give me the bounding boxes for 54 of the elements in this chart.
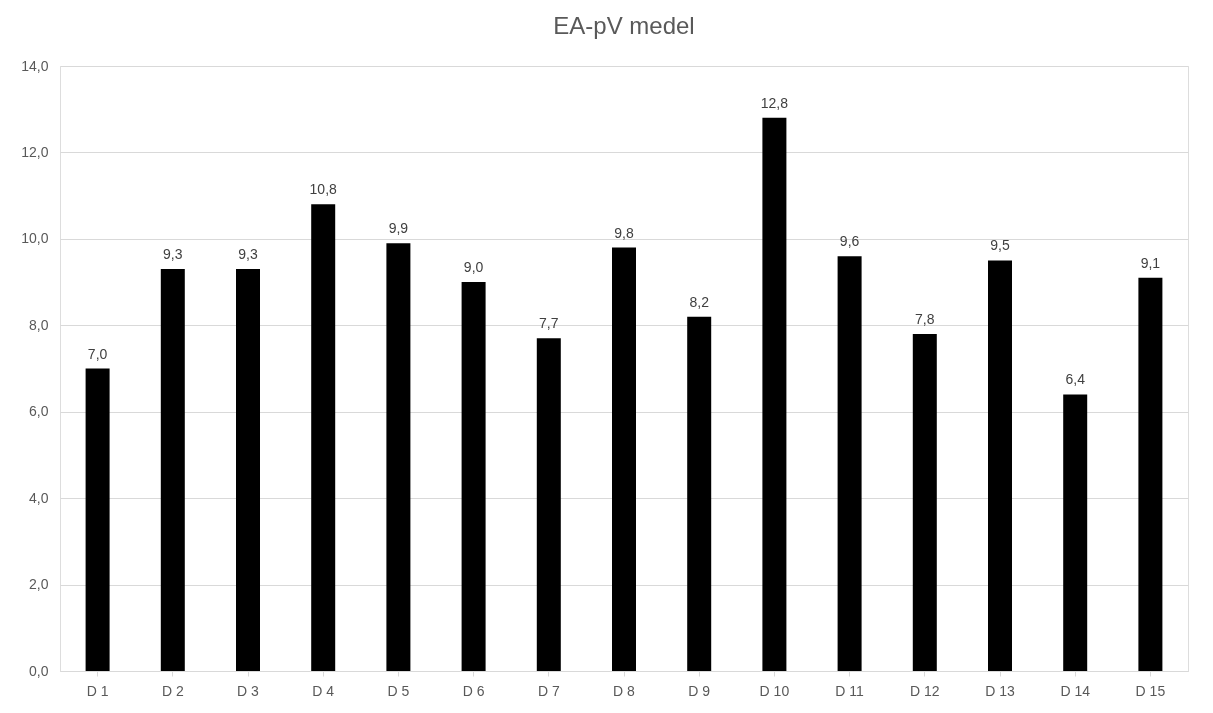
x-tick-label: D 3 bbox=[237, 682, 260, 699]
bar bbox=[461, 282, 486, 671]
bar bbox=[762, 117, 787, 671]
x-tick-label: D 1 bbox=[86, 682, 109, 699]
y-tick-label: 12,0 bbox=[21, 143, 49, 160]
x-tick-label: D 13 bbox=[985, 682, 1015, 699]
bar bbox=[85, 368, 110, 671]
bar bbox=[1138, 277, 1163, 671]
data-label: 7,0 bbox=[87, 345, 108, 362]
y-tick-label: 2,0 bbox=[29, 576, 49, 593]
x-tick-label: D 4 bbox=[312, 682, 335, 699]
data-label: 9,3 bbox=[238, 246, 258, 263]
data-label: 9,0 bbox=[463, 259, 484, 276]
y-tick-label: 14,0 bbox=[21, 57, 49, 74]
x-tick-label: D 2 bbox=[161, 682, 184, 699]
x-tick-label: D 14 bbox=[1060, 682, 1091, 699]
y-tick-label: 4,0 bbox=[29, 489, 49, 506]
data-label: 6,4 bbox=[1065, 371, 1086, 388]
x-tick-label: D 15 bbox=[1135, 682, 1166, 699]
bar bbox=[612, 247, 636, 671]
bar bbox=[160, 269, 185, 671]
data-label: 9,3 bbox=[163, 246, 183, 263]
bar bbox=[687, 316, 712, 671]
x-tick-label: D 8 bbox=[613, 682, 636, 699]
bar bbox=[236, 269, 260, 671]
bar bbox=[386, 243, 411, 671]
y-tick-label: 10,0 bbox=[21, 230, 49, 247]
y-tick-label: 8,0 bbox=[29, 316, 49, 333]
x-tick-label: D 6 bbox=[462, 682, 485, 699]
data-label: 9,5 bbox=[990, 237, 1010, 254]
bar bbox=[837, 256, 862, 671]
data-label: 9,9 bbox=[388, 220, 409, 237]
data-label: 8,2 bbox=[689, 293, 710, 310]
bar bbox=[1063, 394, 1088, 671]
x-tick-label: D 7 bbox=[537, 682, 560, 699]
bar bbox=[311, 204, 336, 671]
data-label: 9,6 bbox=[839, 233, 860, 250]
chart-title: EA-pV medel bbox=[553, 12, 695, 39]
x-tick-label: D 11 bbox=[835, 682, 865, 699]
y-tick-label: 0,0 bbox=[29, 662, 49, 679]
data-label: 9,8 bbox=[614, 224, 634, 241]
y-tick-label: 6,0 bbox=[29, 403, 49, 420]
data-label: 9,1 bbox=[1140, 254, 1161, 271]
x-tick-label: D 9 bbox=[688, 682, 711, 699]
bar bbox=[536, 338, 561, 671]
x-tick-label: D 5 bbox=[387, 682, 410, 699]
x-tick-label: D 10 bbox=[759, 682, 790, 699]
bar bbox=[912, 333, 937, 671]
data-label: 7,8 bbox=[915, 310, 935, 327]
data-label: 10,8 bbox=[309, 181, 338, 198]
x-tick-label: D 12 bbox=[910, 682, 940, 699]
data-label: 12,8 bbox=[760, 94, 789, 111]
bar bbox=[988, 260, 1012, 671]
data-label: 7,7 bbox=[539, 315, 559, 332]
